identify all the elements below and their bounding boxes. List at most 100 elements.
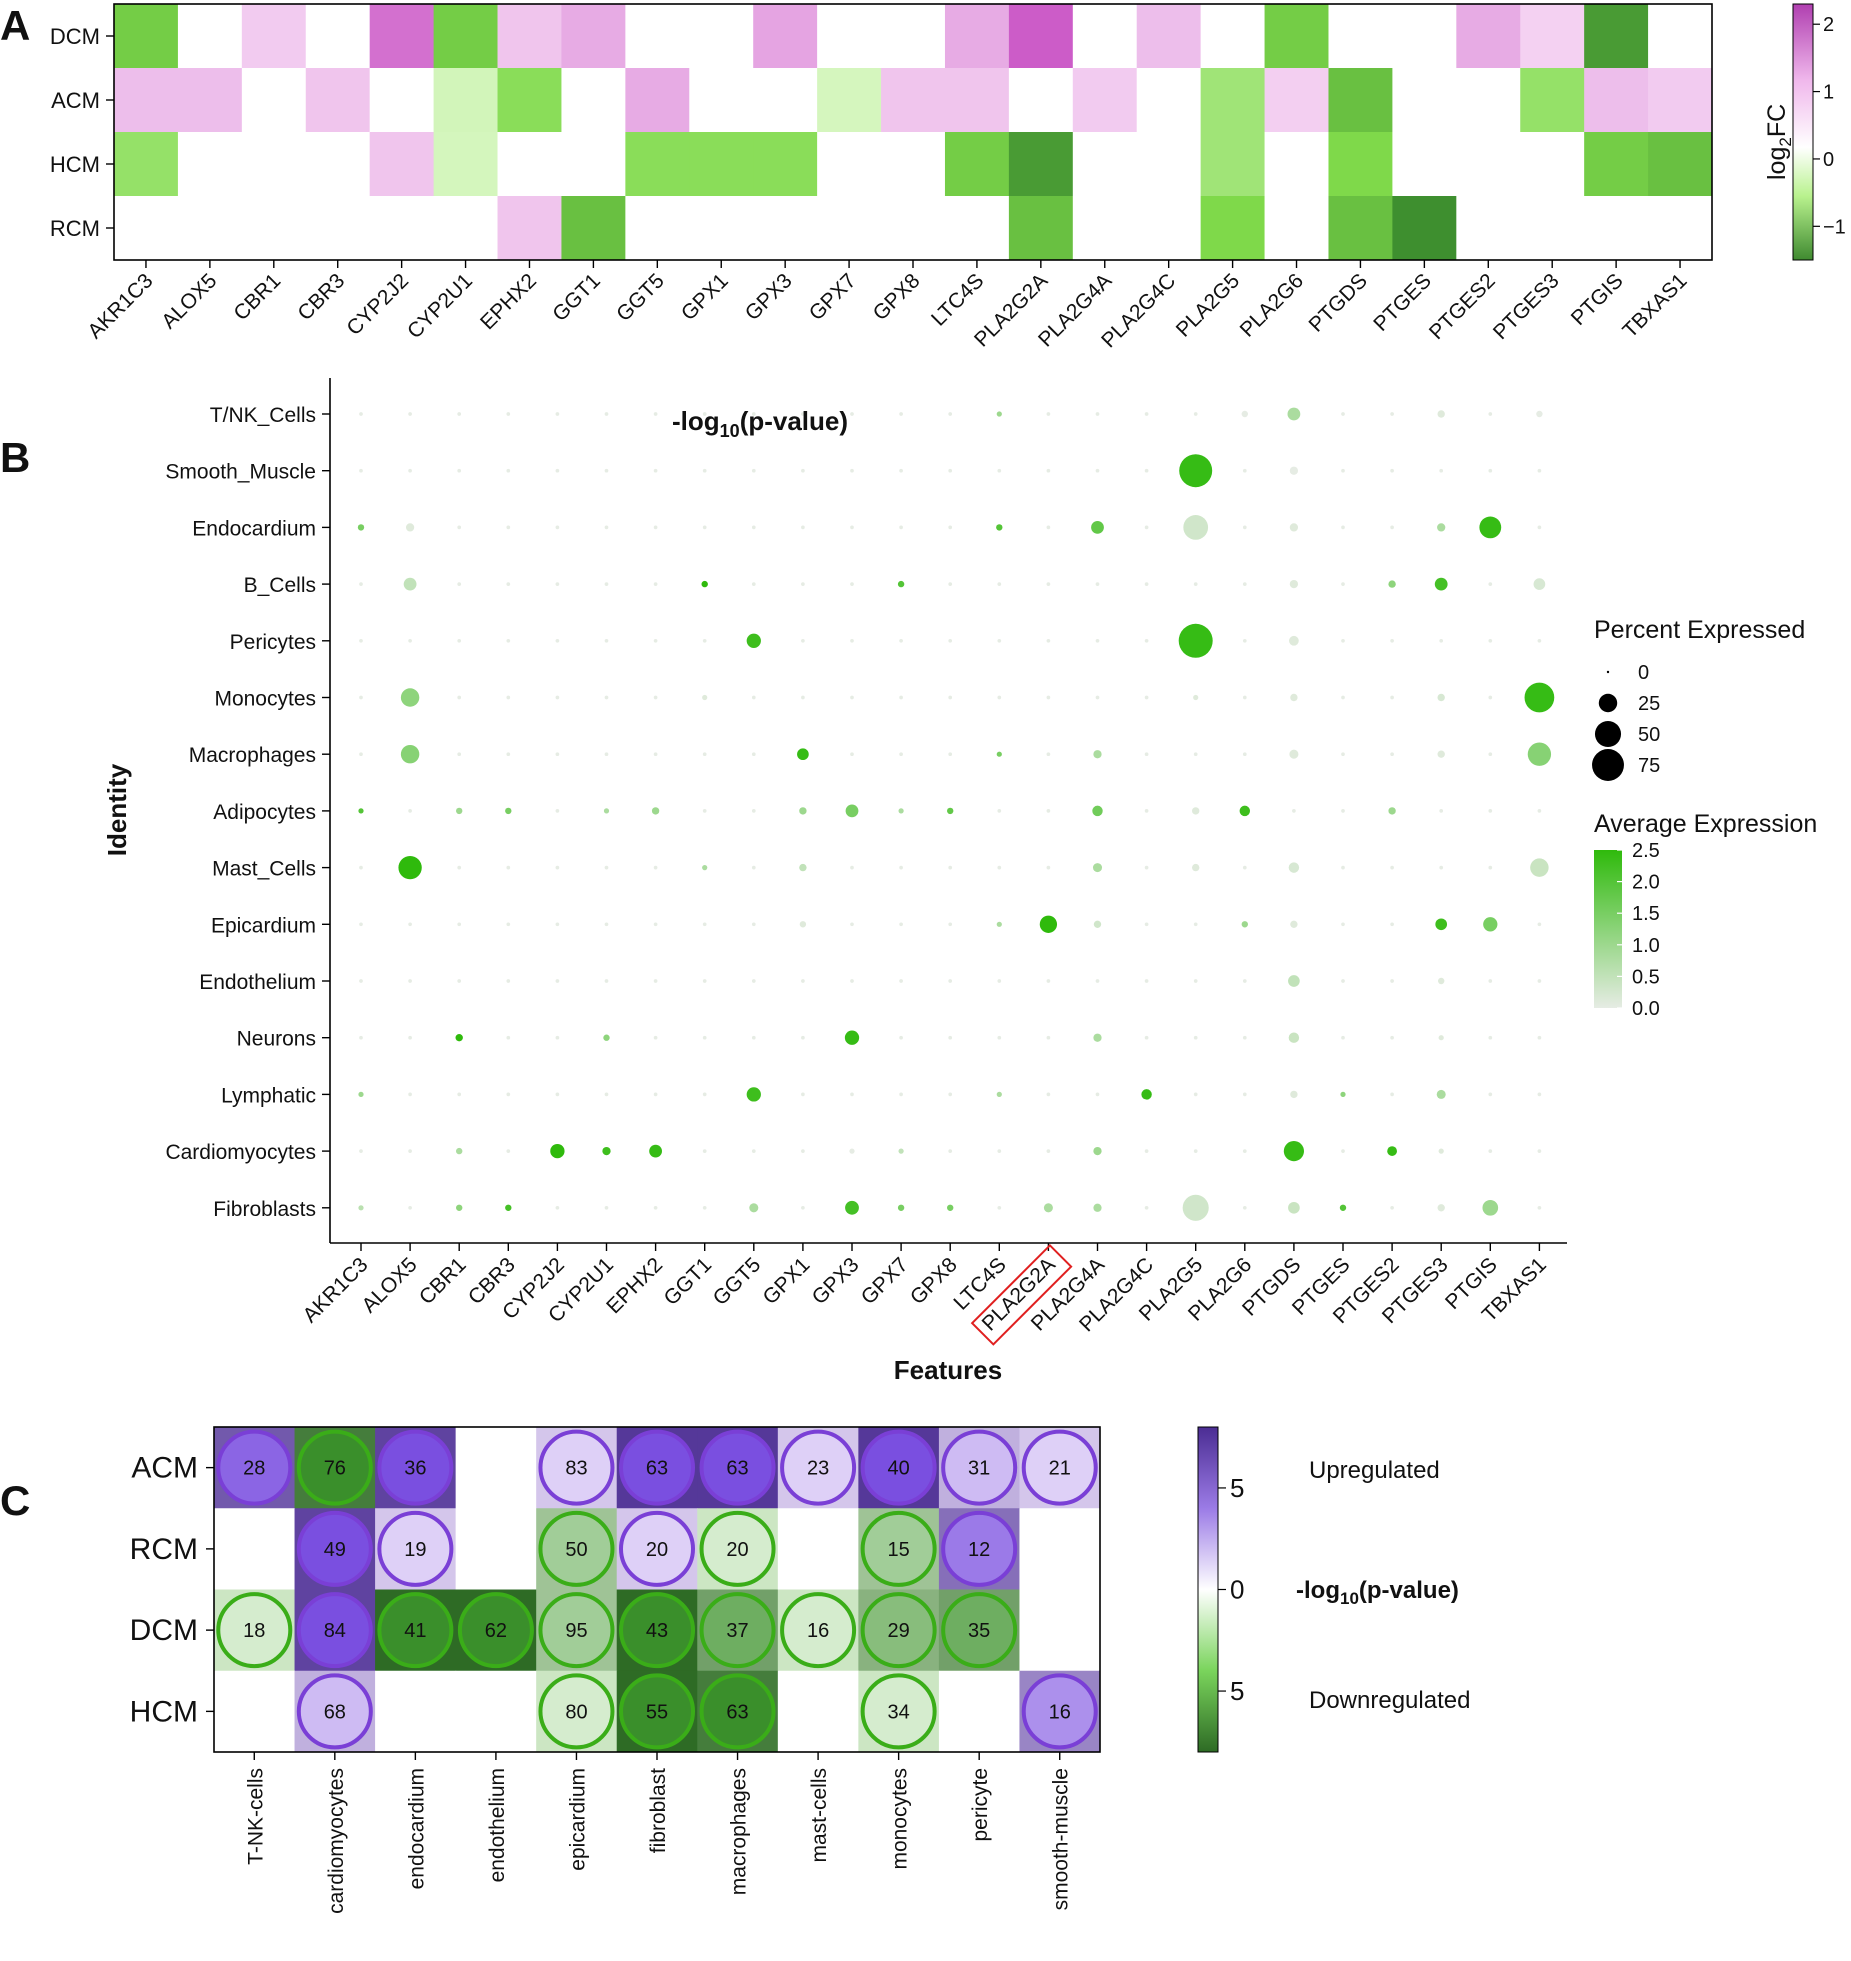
dot-mast-cells-gpx3 <box>850 865 854 870</box>
heatmap-a-cell-hcm-gpx1 <box>689 132 754 197</box>
heatmap-a-cell-acm-gpx3 <box>753 68 818 133</box>
dot-neurons-pla2g4c <box>1144 1035 1149 1040</box>
dot-t-nk-cells-ptges <box>1341 412 1345 416</box>
dot-smooth-muscle-ptgis <box>1488 468 1493 473</box>
dot-macrophages-cyp2u1 <box>604 752 609 757</box>
heatmap-a-cell-acm-gpx8 <box>881 68 946 133</box>
heatmap-a-cell-hcm-ptges3 <box>1520 132 1585 197</box>
dot-neurons-pla2g6 <box>1242 1035 1247 1040</box>
bubble-label-acm-monocytes: 40 <box>888 1458 910 1480</box>
heatmap-a-cell-dcm-akr1c3 <box>114 4 179 69</box>
dot-t-nk-cells-gpx1 <box>801 412 805 416</box>
dot-pericytes-pla2g5 <box>1178 623 1213 658</box>
col-label-gpx7: GPX7 <box>805 269 861 325</box>
feature-label-alox5: ALOX5 <box>357 1253 421 1317</box>
dot-mast-cells-pla2g2a <box>1046 865 1051 870</box>
dot-t-nk-cells-akr1c3 <box>359 412 363 416</box>
dot-lymphatic-gpx1 <box>801 1092 805 1097</box>
dot-adipocytes-ptges <box>1341 809 1345 813</box>
dot-lymphatic-ggt5 <box>746 1087 761 1102</box>
col-label-ggt5: GGT5 <box>612 269 669 326</box>
panel-c-colorbar-gradient <box>1197 1426 1219 1753</box>
color-legend-label-3: 1.0 <box>1632 935 1660 957</box>
dot-epicardium-cyp2u1 <box>604 922 609 927</box>
dot-adipocytes-ltc4s <box>997 809 1002 813</box>
dot-lymphatic-pla2g4a <box>1095 1092 1100 1097</box>
bubble-dcm-cardiomyocytes <box>296 1592 373 1669</box>
col-label-ggt1: GGT1 <box>548 269 605 326</box>
identity-label-cardiomyocytes: Cardiomyocytes <box>165 1141 316 1164</box>
dot-neurons-ephx2 <box>653 1035 658 1040</box>
dot-macrophages-pla2g5 <box>1193 752 1198 757</box>
dot-monocytes-ptgds <box>1290 693 1298 702</box>
dot-lymphatic-ptges <box>1340 1091 1346 1098</box>
dot-smooth-muscle-cbr1 <box>457 468 462 473</box>
heatmap-a-cell-dcm-gpx3 <box>753 4 818 69</box>
dot-neurons-ptgis <box>1488 1035 1493 1040</box>
panel-a-colorbar-gradient <box>1792 3 1814 261</box>
dot-endocardium-cyp2j2 <box>555 525 560 530</box>
dot-epicardium-pla2g2a <box>1039 915 1058 933</box>
col-label-ptgis: PTGIS <box>1567 269 1628 330</box>
dot-cardiomyocytes-ptges3 <box>1438 1148 1444 1154</box>
bubble-dcm-epicardium <box>538 1592 615 1669</box>
heatmap-a-cell-rcm-ptges3 <box>1520 196 1585 261</box>
dot-monocytes-ptges2 <box>1390 695 1394 700</box>
dot-t-nk-cells-pla2g2a <box>1046 412 1051 416</box>
bubble-label-hcm-cardiomyocytes: 68 <box>324 1701 346 1723</box>
dot-fibroblasts-ptges <box>1339 1204 1347 1211</box>
bubble-hcm-cardiomyocytes <box>296 1673 373 1750</box>
dot-fibroblasts-ggt5 <box>749 1203 759 1213</box>
panel-c-colorbar: 5 0 5 Upregulated Downregulated -log10(p-v… <box>1197 1426 1470 1753</box>
dot-endocardium-pla2g6 <box>1242 525 1247 530</box>
heatmap-a-cell-dcm-ptges2 <box>1456 4 1521 69</box>
color-legend-label-1: 2.0 <box>1632 872 1660 894</box>
heatmap-a-cell-acm-cbr1 <box>241 68 307 133</box>
dot-pericytes-ptges <box>1341 638 1345 643</box>
dot-monocytes-gpx7 <box>899 695 903 700</box>
heatmap-a-cell-rcm-gpx1 <box>689 196 754 261</box>
dot-adipocytes-tbxas1 <box>1537 809 1542 813</box>
dot-endocardium-ptges3 <box>1437 523 1446 532</box>
dot-monocytes-pla2g4c <box>1144 695 1149 700</box>
heatmap-a-cell-hcm-tbxas1 <box>1648 132 1713 197</box>
dot-endothelium-akr1c3 <box>359 979 363 983</box>
heatmap-a-cell-rcm-pla2g5 <box>1200 196 1266 261</box>
bubble-label-hcm-fibroblast: 55 <box>646 1701 668 1723</box>
heatmap-c-cell-hcm-t-nk-cells <box>214 1670 296 1753</box>
dot-lymphatic-alox5 <box>408 1092 412 1097</box>
heatmap-a-cell-hcm-pla2g4a <box>1072 132 1138 197</box>
dot-endocardium-ltc4s <box>996 524 1003 531</box>
dot-smooth-muscle-pla2g4c <box>1144 468 1149 473</box>
dot-endothelium-ggt5 <box>751 979 756 983</box>
dot-pericytes-ephx2 <box>653 638 658 643</box>
dot-cardiomyocytes-cbr1 <box>456 1147 463 1155</box>
bubble-label-dcm-endocardium: 41 <box>404 1620 426 1642</box>
dot-cardiomyocytes-ptges2 <box>1387 1146 1397 1156</box>
dot-lymphatic-gpx8 <box>948 1092 953 1097</box>
heatmap-a-cell-hcm-ephx2 <box>497 132 562 197</box>
feature-label-cbr1: CBR1 <box>415 1253 471 1309</box>
heatmap-a-cell-acm-gpx7 <box>817 68 882 133</box>
dot-macrophages-ggt1 <box>702 752 707 757</box>
dot-monocytes-pla2g5 <box>1193 694 1199 701</box>
dot-smooth-muscle-ggt5 <box>751 468 756 473</box>
heatmap-c-cell-hcm-mast-cells <box>777 1670 859 1753</box>
dot-b-cells-cyp2j2 <box>555 582 560 586</box>
dot-monocytes-pla2g4a <box>1095 695 1100 700</box>
panel-a-colorbar-title: log2FC <box>1763 104 1795 180</box>
dot-smooth-muscle-gpx3 <box>850 468 854 473</box>
heatmap-a-cell-rcm-cyp2j2 <box>369 196 435 261</box>
dot-smooth-muscle-gpx8 <box>948 468 953 473</box>
dot-epicardium-ltc4s <box>996 921 1002 927</box>
heatmap-a-cell-acm-ggt5 <box>625 68 690 133</box>
bubble-rcm-fibroblast <box>619 1510 695 1587</box>
c-col-label-monocytes: monocytes <box>889 1768 912 1870</box>
dot-epicardium-akr1c3 <box>359 922 363 927</box>
heatmap-a-cell-dcm-ltc4s <box>944 4 1010 69</box>
bubble-acm-pericyte <box>941 1429 1018 1506</box>
dot-pericytes-cbr1 <box>457 638 462 643</box>
heatmap-a-cell-dcm-cbr1 <box>241 4 307 69</box>
dot-pericytes-pla2g4c <box>1144 638 1149 643</box>
dot-neurons-alox5 <box>408 1035 412 1040</box>
